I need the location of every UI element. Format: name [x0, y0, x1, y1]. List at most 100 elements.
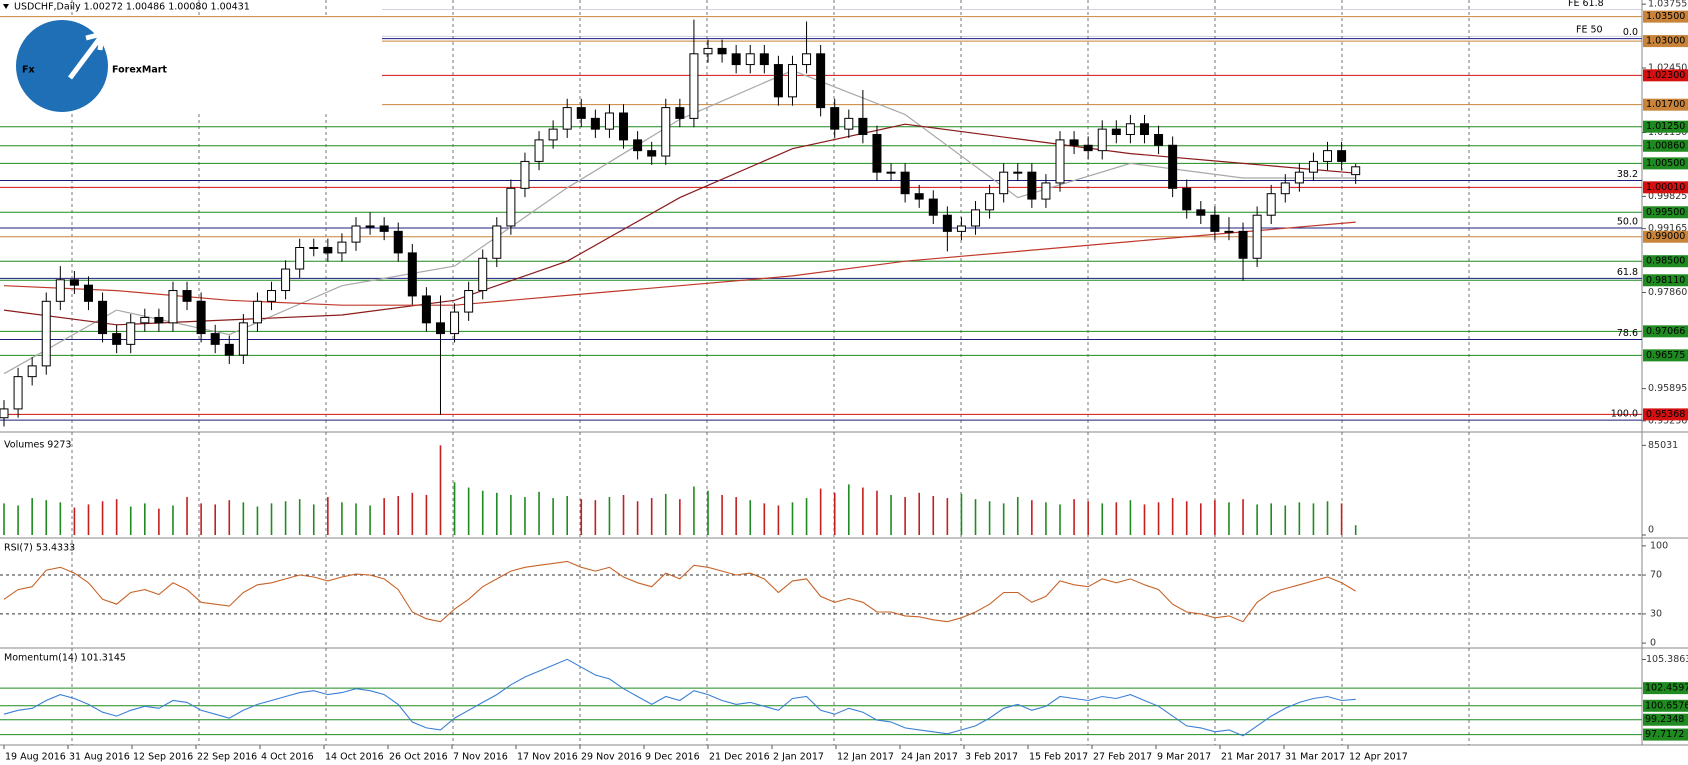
x-tick-label: 19 Aug 2016 [5, 752, 66, 763]
candle-body [576, 107, 586, 119]
level-label-box [1643, 255, 1688, 268]
candle-body [365, 225, 375, 228]
level-label: 1.00500 [1646, 158, 1685, 169]
candle-body [745, 53, 755, 66]
candle-body [942, 214, 952, 232]
candle-body [351, 225, 361, 243]
y-tick-label: 1.03755 [1648, 0, 1687, 10]
moving-average [3, 123, 1356, 326]
candle-body [0, 408, 9, 419]
candle-body [267, 290, 277, 302]
candle-body [140, 316, 150, 324]
level-label: 1.00010 [1646, 182, 1685, 193]
candle-body [1027, 171, 1037, 200]
candle-body [689, 53, 699, 119]
candle-body [675, 107, 685, 119]
candle-body [337, 241, 347, 254]
x-tick-label: 31 Aug 2016 [69, 752, 130, 763]
candle-body [886, 171, 896, 174]
candle-body [999, 171, 1009, 195]
candle-body [450, 311, 460, 335]
level-label-box [1643, 230, 1688, 243]
candle-body [1308, 160, 1318, 173]
candle-body [590, 117, 600, 130]
fib-label: 50.0 [1617, 216, 1638, 227]
y-tick-label: 0.95895 [1648, 383, 1687, 394]
candle-body [69, 279, 79, 286]
candle-body [421, 295, 431, 324]
candle-body [492, 225, 502, 259]
candle-body [844, 117, 854, 130]
candle-body [985, 193, 995, 211]
y-tick-label: 0.99165 [1648, 223, 1687, 234]
level-label-box [1643, 325, 1688, 338]
candle-body [13, 376, 23, 410]
candle-body [914, 193, 924, 200]
candle-body [1013, 171, 1023, 174]
level-label-box [1643, 699, 1688, 712]
candle-body [633, 139, 643, 152]
candle-body [210, 333, 220, 345]
candle-body [238, 322, 248, 356]
fib-label: 0.0 [1623, 27, 1638, 38]
candle-body [548, 128, 558, 141]
candle-body [1069, 139, 1079, 146]
level-label-box [1643, 181, 1688, 194]
candle-body [1252, 214, 1262, 259]
candle-body [647, 150, 657, 157]
y-tick-label: 100 [1650, 540, 1668, 551]
y-tick-label: 0.99825 [1648, 191, 1687, 202]
x-tick-label: 21 Dec 2016 [709, 752, 770, 763]
candle-body [1337, 150, 1347, 162]
logo-mark: Fx [22, 65, 35, 76]
y-tick-label: 85031 [1648, 440, 1678, 451]
x-tick-label: 12 Apr 2017 [1349, 752, 1408, 763]
candle-body [534, 139, 544, 162]
x-tick-label: 9 Dec 2016 [645, 752, 700, 763]
level-label: 0.95368 [1646, 409, 1685, 420]
candle-body [1168, 144, 1178, 189]
level-label: 99.2348 [1645, 714, 1684, 725]
level-label: 0.97066 [1646, 326, 1685, 337]
x-tick-label: 24 Jan 2017 [901, 752, 958, 763]
candle-body [1224, 230, 1234, 233]
candle-body [464, 290, 474, 313]
y-tick-label: 105.3863 [1646, 654, 1688, 665]
candle-body [1210, 214, 1220, 232]
level-label: 1.02300 [1646, 70, 1685, 81]
level-label: 1.00860 [1646, 140, 1685, 151]
candle-body [604, 112, 614, 130]
y-tick-label: 0.95236 [1648, 415, 1687, 426]
candle-body [435, 322, 445, 335]
logo-text: ForexMart [112, 65, 167, 76]
candle-body [252, 300, 262, 324]
candle-body [126, 322, 136, 345]
candle-body [281, 268, 291, 292]
level-label: 0.98500 [1646, 256, 1685, 267]
candle-body [759, 53, 769, 66]
y-tick-label: 1.02450 [1648, 62, 1687, 73]
level-label-box [1643, 728, 1688, 741]
candle-body [506, 187, 516, 227]
fib-label: 100.0 [1611, 409, 1638, 420]
y-tick-label: 30 [1650, 608, 1662, 619]
candle-body [27, 365, 37, 378]
logo-circle [16, 20, 108, 112]
level-label-box [1643, 120, 1688, 133]
candle-body [1139, 123, 1149, 136]
candle-body [196, 300, 206, 335]
fib-label: 38.2 [1617, 169, 1638, 180]
y-tick-label: 70 [1650, 570, 1662, 581]
level-label-box [1643, 69, 1688, 82]
x-tick-label: 12 Jan 2017 [837, 752, 894, 763]
candle-body [731, 53, 741, 66]
candle-body [41, 300, 51, 367]
candle-body [323, 247, 333, 254]
candle-body [816, 53, 826, 109]
candle-body [1111, 128, 1121, 136]
candle-body [1238, 230, 1248, 259]
momentum-line [3, 658, 1356, 737]
level-label: 0.98110 [1646, 275, 1685, 286]
